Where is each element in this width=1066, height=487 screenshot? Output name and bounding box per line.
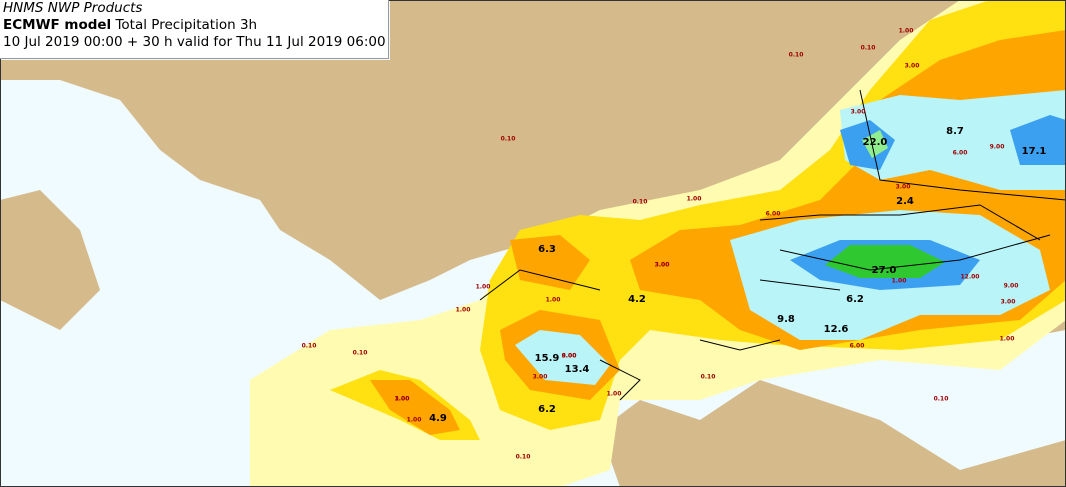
contour-label: 3.00 <box>655 262 670 269</box>
max-label: 8.7 <box>946 126 964 137</box>
max-label: 4.9 <box>429 413 447 424</box>
contour-label: 0.10 <box>353 350 368 357</box>
contour-label: 3.00 <box>851 109 866 116</box>
contour-label: 6.00 <box>953 150 968 157</box>
contour-label: 6.00 <box>766 211 781 218</box>
model: ECMWF model <box>3 17 112 33</box>
precip-area <box>510 235 590 290</box>
contour-label: 0.10 <box>501 136 516 143</box>
valid-time: 10 Jul 2019 00:00 + 30 h valid for Thu 1… <box>3 34 386 50</box>
contour-label: 0.10 <box>789 52 804 59</box>
contour-label: 0.10 <box>302 343 317 350</box>
contour-label: 0.10 <box>701 374 716 381</box>
max-label: 15.9 <box>535 353 560 364</box>
contour-label: 0.10 <box>633 199 648 206</box>
precip-area <box>515 330 610 385</box>
contour-label: 1.00 <box>395 396 410 403</box>
contour-label: 9.00 <box>1004 283 1019 290</box>
contour-label: 1.00 <box>1000 336 1015 343</box>
contour-label: 9.00 <box>562 353 577 360</box>
max-label: 6.2 <box>538 404 556 415</box>
contour-label: 6.00 <box>850 343 865 350</box>
precip-area <box>862 130 888 158</box>
contour-label: 1.00 <box>476 284 491 291</box>
contour-label: 0.10 <box>861 45 876 52</box>
max-label: 6.2 <box>846 294 864 305</box>
contour-label: 9.00 <box>990 144 1005 151</box>
labels: 6.3 4.2 22.0 8.7 17.1 2.4 27.0 6.2 9.8 12.6 15.9 13… <box>302 28 1047 461</box>
precip-area <box>825 245 945 278</box>
max-label: 13.4 <box>565 364 590 375</box>
contour-label: 3.00 <box>533 374 548 381</box>
contour-label: 1.00 <box>899 28 914 35</box>
max-label: 4.2 <box>628 294 646 305</box>
contour-label: 6.00 <box>562 353 577 360</box>
max-label: 12.6 <box>824 324 849 335</box>
product: Total Precipitation 3h <box>115 17 258 33</box>
max-label: 2.4 <box>896 196 914 207</box>
contour-label: 0.10 <box>516 454 531 461</box>
precip-area <box>370 380 460 435</box>
coastline <box>479 89 1066 401</box>
max-label: 9.8 <box>777 314 795 325</box>
contour-label: 3.00 <box>395 396 410 403</box>
header: HNMS NWP Products ECMWF model Total Prec… <box>0 0 389 59</box>
contour-label: 0.10 <box>934 396 949 403</box>
max-label: 6.3 <box>538 244 556 255</box>
contour-label: 3.00 <box>896 184 911 191</box>
precip-area <box>1010 115 1066 165</box>
contour-label: 1.00 <box>892 278 907 285</box>
contour-label: 3.00 <box>1001 299 1016 306</box>
contour-label: 1.00 <box>607 391 622 398</box>
contour-label: 1.00 <box>456 307 471 314</box>
source: HNMS NWP Products <box>3 0 143 16</box>
contour-label: 3.00 <box>655 262 670 269</box>
land <box>0 190 100 330</box>
precip-area <box>840 90 1066 190</box>
title-line: ECMWF model Total Precipitation 3h <box>3 17 388 34</box>
max-label: 27.0 <box>872 265 897 276</box>
contour-label: 1.00 <box>687 196 702 203</box>
contour-label: 1.00 <box>546 297 561 304</box>
contour-label: 1.00 <box>407 417 422 424</box>
max-label: 22.0 <box>863 137 888 148</box>
contour-label: 3.00 <box>905 63 920 70</box>
max-label: 17.1 <box>1022 146 1047 157</box>
contour-label: 12.00 <box>961 274 980 281</box>
